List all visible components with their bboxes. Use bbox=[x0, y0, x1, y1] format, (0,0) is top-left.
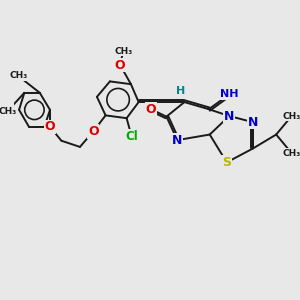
Text: N: N bbox=[172, 134, 182, 147]
Text: O: O bbox=[115, 58, 125, 71]
Text: O: O bbox=[45, 120, 55, 133]
Text: O: O bbox=[88, 125, 98, 138]
Text: CH₃: CH₃ bbox=[283, 148, 300, 158]
Text: H: H bbox=[176, 86, 185, 96]
Text: S: S bbox=[222, 156, 231, 169]
Text: Cl: Cl bbox=[125, 130, 138, 142]
Text: N: N bbox=[248, 116, 258, 129]
Text: N: N bbox=[224, 110, 234, 122]
Text: NH: NH bbox=[220, 89, 239, 99]
Text: CH₃: CH₃ bbox=[9, 71, 27, 80]
Text: O: O bbox=[146, 103, 156, 116]
Text: CH₃: CH₃ bbox=[0, 107, 16, 116]
Text: CH₃: CH₃ bbox=[283, 112, 300, 121]
Text: CH₃: CH₃ bbox=[114, 46, 132, 56]
